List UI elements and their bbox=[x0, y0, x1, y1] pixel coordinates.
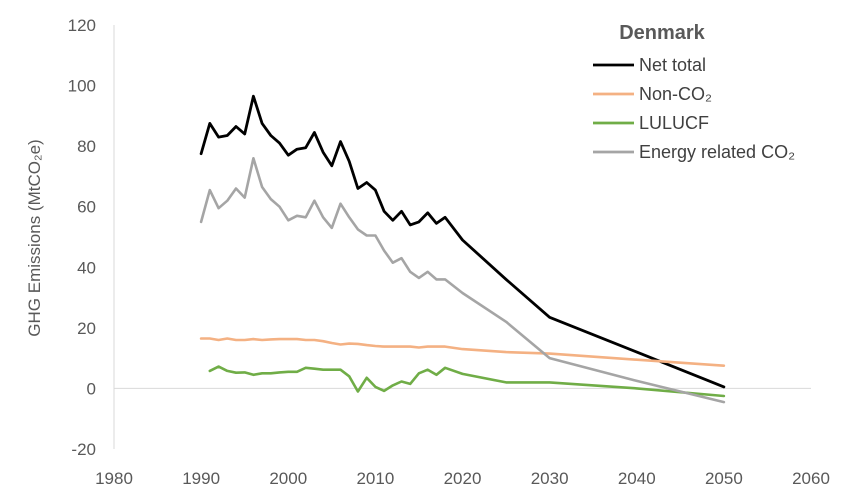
chart-title: Denmark bbox=[619, 22, 705, 44]
x-tick-label: 2060 bbox=[792, 469, 830, 488]
series-line-energy-related-co bbox=[199, 157, 726, 404]
y-tick-label: 60 bbox=[77, 198, 96, 217]
legend: Denmark Net total Non-CO₂ LULUCF Energy rel… bbox=[593, 22, 795, 162]
y-axis-title: GHG Emissions (MtCO₂e) bbox=[25, 139, 44, 336]
legend-label-lulucf: LULUCF bbox=[639, 113, 709, 133]
x-tick-label: 2050 bbox=[705, 469, 743, 488]
y-tick-label: 80 bbox=[77, 137, 96, 156]
y-tick-label: 0 bbox=[87, 379, 96, 398]
series-line-lulucf bbox=[208, 365, 726, 398]
x-tick-label: 1980 bbox=[95, 469, 133, 488]
y-tick-labels: -20 0 20 40 60 80 100 120 bbox=[68, 16, 96, 459]
x-tick-label: 2030 bbox=[531, 469, 569, 488]
series-line-net-total bbox=[199, 94, 726, 389]
y-tick-label: 120 bbox=[68, 16, 96, 35]
x-tick-label: 2010 bbox=[356, 469, 394, 488]
x-tick-label: 2020 bbox=[444, 469, 482, 488]
x-tick-label: 2040 bbox=[618, 469, 656, 488]
y-tick-label: -20 bbox=[71, 440, 96, 459]
legend-items: Net total Non-CO₂ LULUCF Energy related CO₂ bbox=[593, 55, 795, 162]
y-tick-label: 20 bbox=[77, 319, 96, 338]
legend-label-non-co: Non-CO₂ bbox=[639, 84, 712, 104]
x-tick-label: 1990 bbox=[182, 469, 220, 488]
y-tick-label: 40 bbox=[77, 258, 96, 277]
series-line-non-co bbox=[199, 337, 726, 368]
legend-label-net-total: Net total bbox=[639, 55, 706, 75]
y-tick-label: 100 bbox=[68, 77, 96, 96]
series-lines bbox=[199, 94, 726, 404]
x-tick-label: 2000 bbox=[269, 469, 307, 488]
x-tick-labels: 1980 1990 2000 2010 2020 2030 2040 2050 2060 bbox=[95, 469, 830, 488]
legend-label-energy-related-co: Energy related CO₂ bbox=[639, 142, 795, 162]
